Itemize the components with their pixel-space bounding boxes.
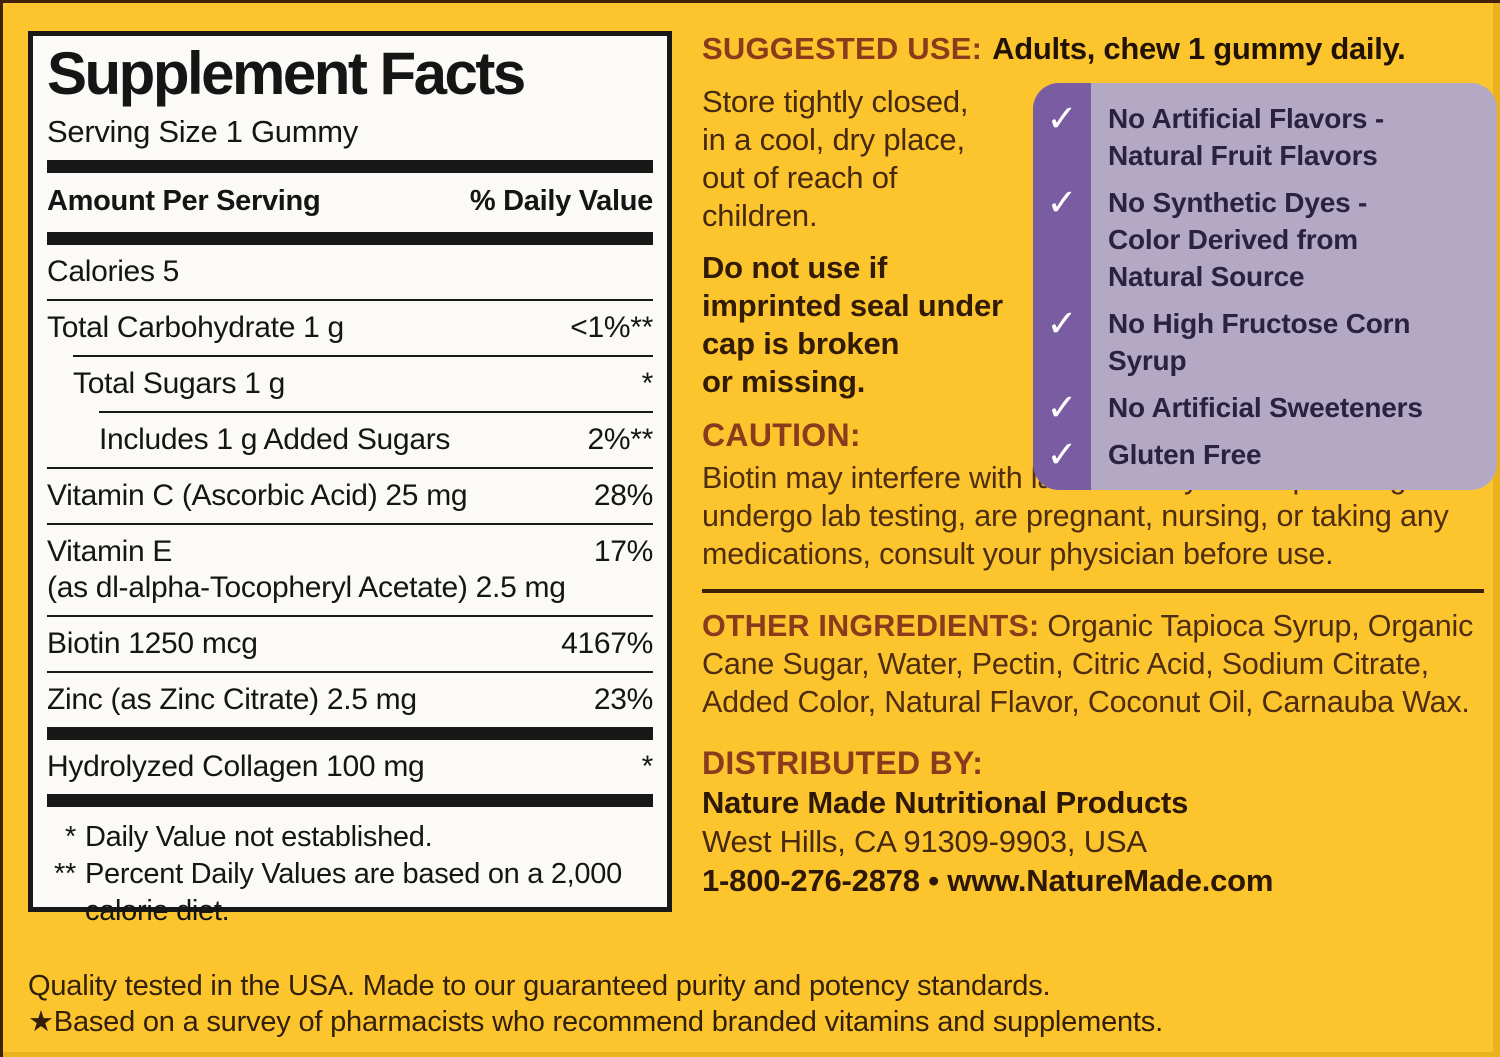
suggested-use: SUGGESTED USE: Adults, chew 1 gummy daily… — [702, 29, 1497, 69]
section-divider — [702, 589, 1484, 593]
caution-heading: CAUTION: — [702, 417, 861, 453]
footnote-text: Percent Daily Values are based on a 2,00… — [85, 858, 622, 927]
checkmark-icon: ✓ — [1046, 98, 1078, 139]
facts-row-separator — [73, 355, 653, 357]
storage-and-benefits: Store tightly closed, in a cool, dry pla… — [702, 83, 1497, 490]
facts-row-label: Vitamin E (as dl-alpha-Tocopheryl Acetate… — [47, 534, 586, 606]
distributor-contact: 1-800-276-2878 • www.NatureMade.com — [702, 863, 1274, 898]
divider-bar — [47, 727, 653, 740]
divider-bar — [47, 794, 653, 807]
facts-row-separator — [47, 615, 653, 617]
benefit-label: No High Fructose Corn Syrup — [1108, 308, 1411, 376]
benefit-item: ✓ No Synthetic Dyes - Color Derived from … — [1033, 179, 1487, 300]
survey-statement: ★Based on a survey of pharmacists who re… — [28, 1006, 1163, 1038]
daily-value-cell: 28% — [593, 479, 653, 512]
benefits-checkmark-strip — [1033, 83, 1091, 490]
nutrient-name: Vitamin E — [47, 535, 173, 568]
nutrient-detail: (as dl-alpha-Tocopheryl Acetate) 2.5 mg — [47, 571, 566, 604]
facts-row-label: Includes 1 g Added Sugars — [99, 423, 451, 456]
facts-footnotes: * Daily Value not established. ** Percent D… — [47, 807, 653, 930]
other-ingredients: OTHER INGREDIENTS: Organic Tapioca Syrup,… — [702, 607, 1497, 721]
facts-header-row: Amount Per Serving % Daily Value — [47, 173, 653, 232]
facts-row-label: Zinc (as Zinc Citrate) 2.5 mg — [47, 683, 417, 716]
benefit-item: ✓ Gluten Free — [1033, 431, 1487, 478]
daily-value-label: % Daily Value — [469, 185, 653, 217]
facts-row-separator — [47, 671, 653, 673]
footnote-marker: ** — [54, 858, 76, 890]
other-ingredients-heading: OTHER INGREDIENTS: — [702, 609, 1040, 643]
footer: Quality tested in the USA. Made to our g… — [28, 968, 1478, 1040]
daily-value-cell: <1%** — [570, 311, 653, 344]
daily-value-cell: 4167% — [561, 627, 653, 660]
divider-bar — [47, 232, 653, 245]
facts-row-label: Vitamin C (Ascorbic Acid) 25 mg — [47, 479, 468, 512]
footnote: ** Percent Daily Values are based on a 2,… — [47, 856, 653, 930]
suggested-use-heading: SUGGESTED USE: — [702, 31, 983, 66]
facts-row: Total Carbohydrate 1 g <1%** — [47, 301, 653, 355]
benefit-item: ✓ No Artificial Sweeteners — [1033, 384, 1487, 431]
facts-row-label: Biotin 1250 mcg — [47, 627, 258, 660]
facts-row: Hydrolyzed Collagen 100 mg * — [47, 740, 653, 794]
checkmark-icon: ✓ — [1046, 303, 1078, 344]
facts-row-separator — [47, 467, 653, 469]
storage-instructions: Store tightly closed, in a cool, dry pla… — [702, 84, 969, 233]
benefit-label: No Artificial Flavors - Natural Fruit Fl… — [1108, 103, 1384, 171]
benefit-label: No Artificial Sweeteners — [1108, 392, 1423, 423]
daily-value-cell: * — [641, 750, 654, 783]
facts-row-label: Total Sugars 1 g — [73, 367, 285, 400]
facts-row: Vitamin E (as dl-alpha-Tocopheryl Acetate… — [47, 525, 653, 615]
benefit-label: Gluten Free — [1108, 439, 1262, 470]
serving-size: Serving Size 1 Gummy — [47, 114, 358, 149]
distributor-company: Nature Made Nutritional Products — [702, 785, 1189, 820]
benefit-label: No Synthetic Dyes - Color Derived from N… — [1108, 187, 1368, 292]
footnote: * Daily Value not established. — [47, 819, 653, 856]
facts-rows: Calories 5 Total Carbohydrate 1 g <1%** Tot… — [47, 245, 653, 794]
daily-value-cell: 23% — [593, 683, 653, 716]
footnote-text: Daily Value not established. — [85, 821, 433, 853]
daily-value-cell: * — [641, 367, 654, 400]
benefit-items: ✓ No Artificial Flavors - Natural Fruit F… — [1033, 95, 1487, 478]
facts-row-separator — [99, 411, 653, 413]
seal-warning: Do not use if imprinted seal under cap i… — [702, 250, 1003, 399]
checkmark-icon: ✓ — [1046, 182, 1078, 223]
facts-row: Calories 5 — [47, 245, 653, 299]
panel-title: Supplement Facts — [47, 40, 526, 107]
facts-row: Vitamin C (Ascorbic Acid) 25 mg 28% — [47, 469, 653, 523]
facts-row-separator — [47, 523, 653, 525]
suggested-use-text: Adults, chew 1 gummy daily. — [992, 31, 1406, 66]
benefits-box: ✓ No Artificial Flavors - Natural Fruit F… — [1033, 83, 1497, 490]
checkmark-icon: ✓ — [1046, 434, 1078, 475]
divider-bar — [47, 160, 653, 173]
amount-per-serving-label: Amount Per Serving — [47, 185, 321, 217]
facts-row: Total Sugars 1 g * — [47, 357, 653, 411]
facts-row-label: Hydrolyzed Collagen 100 mg — [47, 750, 425, 783]
checkmark-icon: ✓ — [1046, 387, 1078, 428]
caution-text: Biotin may interfere with lab tests. If … — [702, 461, 1449, 571]
distributor-address: West Hills, CA 91309-9903, USA — [702, 824, 1147, 859]
facts-row-separator — [47, 299, 653, 301]
footnote-marker: * — [65, 821, 76, 853]
storage-column: Store tightly closed, in a cool, dry pla… — [702, 83, 1032, 455]
facts-row: Biotin 1250 mcg 4167% — [47, 617, 653, 671]
quality-statement: Quality tested in the USA. Made to our g… — [28, 970, 1051, 1002]
facts-row: Zinc (as Zinc Citrate) 2.5 mg 23% — [47, 673, 653, 727]
distributed-by-heading: DISTRIBUTED BY: — [702, 745, 984, 781]
facts-row-label: Calories 5 — [47, 255, 180, 288]
other-ingredients-text: Organic Tapioca Syrup, Organic Cane Suga… — [702, 609, 1474, 719]
benefit-item: ✓ No High Fructose Corn Syrup — [1033, 300, 1487, 384]
supplement-facts-panel: Supplement Facts Serving Size 1 Gummy Am… — [28, 31, 672, 927]
daily-value-cell: 2%** — [587, 423, 653, 456]
facts-row: Includes 1 g Added Sugars 2%** — [47, 413, 653, 467]
facts-row-label: Total Carbohydrate 1 g — [47, 311, 344, 344]
benefit-item: ✓ No Artificial Flavors - Natural Fruit F… — [1033, 95, 1487, 179]
daily-value-cell: 17% — [593, 535, 653, 568]
right-column: SUGGESTED USE: Adults, chew 1 gummy daily… — [702, 29, 1497, 901]
